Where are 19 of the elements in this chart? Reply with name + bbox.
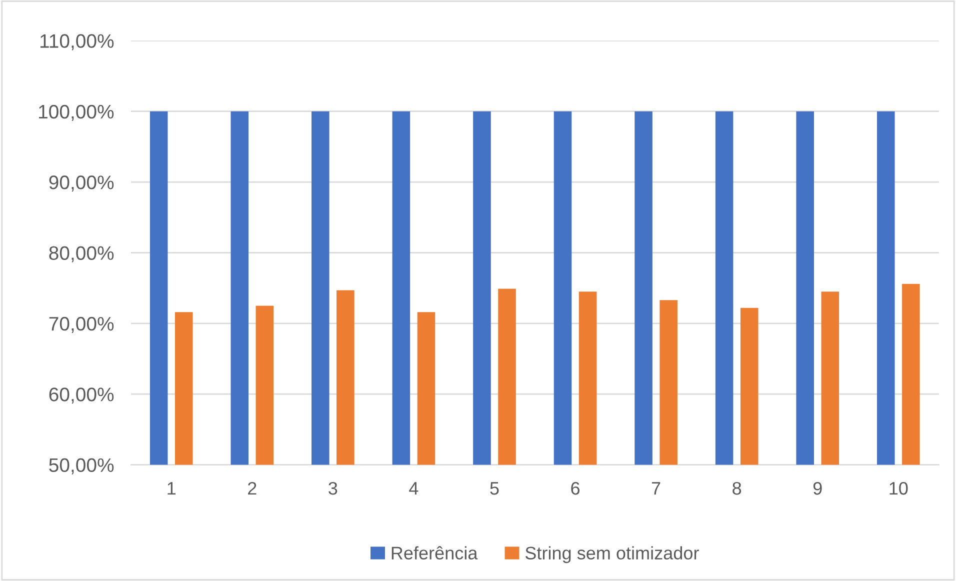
y-tick-label: 110,00% (40, 34, 114, 50)
y-tick-label: 100,00% (39, 104, 114, 121)
y-tick-label: 80,00% (49, 246, 114, 262)
legend-label: Referência (392, 546, 478, 560)
y-tick-label: 90,00% (49, 176, 114, 192)
x-tick-label: 8 (732, 482, 742, 495)
y-tick-label: 60,00% (49, 388, 114, 404)
x-tick-label: 3 (328, 482, 338, 495)
y-tick-label: 50,00% (49, 458, 114, 474)
x-tick-label: 2 (248, 482, 256, 495)
x-tick-label: 4 (409, 482, 418, 495)
x-tick-label: 9 (813, 482, 822, 495)
x-tick-label: 6 (571, 482, 580, 495)
x-tick-label: 5 (490, 482, 499, 495)
legend-label: String sem otimizador (525, 546, 699, 564)
x-tick-label: 7 (652, 482, 660, 495)
x-tick-label: 10 (890, 482, 908, 495)
x-tick-label: 1 (168, 482, 176, 495)
y-tick-label: 70,00% (49, 316, 114, 333)
